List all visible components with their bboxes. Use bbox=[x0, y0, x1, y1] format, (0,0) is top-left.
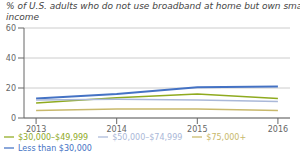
svg-text:0: 0 bbox=[11, 114, 16, 123]
svg-text:20: 20 bbox=[8, 84, 16, 93]
svg-text:2016: 2016 bbox=[268, 125, 288, 134]
svg-text:2015: 2015 bbox=[187, 125, 207, 134]
html-text:Less than $30,000: Less than $30,000 bbox=[18, 143, 92, 152]
html-text:income: income bbox=[6, 12, 39, 22]
svg-text:60: 60 bbox=[8, 24, 16, 33]
html-text:$75,000+: $75,000+ bbox=[206, 132, 247, 142]
svg-text:2014: 2014 bbox=[107, 125, 127, 134]
svg-text:2013: 2013 bbox=[26, 125, 46, 134]
svg-text:40: 40 bbox=[8, 54, 16, 63]
html-text:$50,000–$74,999: $50,000–$74,999 bbox=[112, 132, 183, 142]
html-text:$30,000–$49,999: $30,000–$49,999 bbox=[18, 132, 89, 142]
